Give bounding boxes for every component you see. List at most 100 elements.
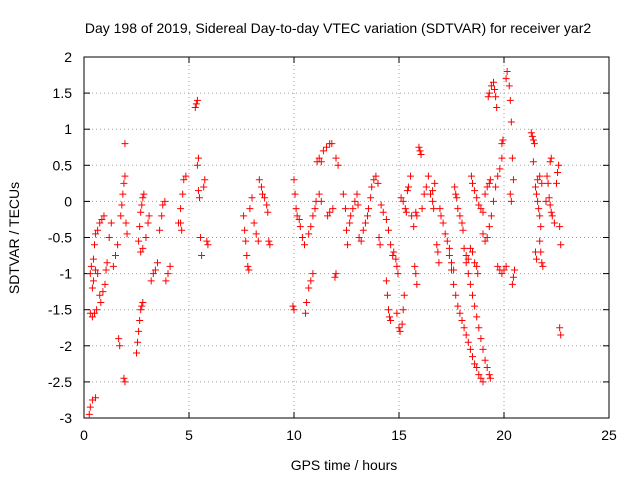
data-point [317, 158, 325, 166]
data-point [100, 212, 108, 220]
data-point [198, 252, 206, 260]
data-point [136, 223, 144, 231]
data-point [481, 237, 489, 245]
data-point [533, 190, 541, 198]
data-point [475, 324, 483, 332]
data-point [315, 154, 323, 162]
data-point [483, 363, 491, 371]
data-point [244, 262, 252, 270]
data-point [451, 183, 459, 191]
data-point [528, 132, 536, 140]
data-point [242, 237, 250, 245]
y-tick-label: -2.5 [48, 374, 72, 390]
data-point [114, 241, 122, 249]
data-point [492, 93, 500, 101]
data-point [344, 241, 352, 249]
data-point [471, 360, 479, 368]
data-point [139, 194, 147, 202]
data-point [436, 205, 444, 213]
x-tick-label: 0 [80, 427, 88, 443]
data-point [349, 205, 357, 213]
data-point [138, 201, 146, 209]
data-point [245, 266, 253, 274]
data-point [377, 201, 385, 209]
data-point [474, 270, 482, 278]
data-point [469, 353, 476, 361]
data-point [293, 212, 301, 220]
data-point [508, 280, 516, 288]
y-tick-label: 0.5 [53, 157, 73, 173]
data-point [424, 172, 432, 180]
data-point [374, 179, 382, 187]
data-point [357, 237, 365, 245]
data-point [121, 140, 129, 148]
data-point [93, 306, 101, 314]
plot-frame [83, 56, 610, 419]
data-point [496, 165, 504, 173]
data-point [87, 262, 95, 270]
data-point [133, 349, 140, 357]
data-point [365, 205, 373, 213]
data-point [390, 248, 398, 256]
data-point [469, 291, 476, 299]
data-point [137, 248, 145, 256]
data-point [538, 259, 546, 267]
data-point [332, 154, 340, 162]
data-point [462, 259, 470, 267]
data-point [469, 248, 476, 256]
data-point [147, 277, 155, 285]
data-point [393, 309, 401, 317]
data-point [448, 259, 455, 267]
data-point [431, 179, 439, 187]
data-point [383, 291, 391, 299]
data-point [464, 270, 472, 278]
data-point [485, 371, 493, 379]
data-point [397, 194, 405, 202]
data-point [509, 176, 517, 184]
data-point [298, 234, 306, 241]
data-point [92, 266, 100, 274]
data-point [454, 205, 462, 213]
data-point [259, 190, 266, 198]
data-point [490, 197, 497, 205]
data-point [203, 237, 211, 245]
data-point [166, 262, 174, 270]
data-point [292, 205, 300, 213]
data-point [464, 338, 472, 346]
data-point [102, 266, 110, 274]
data-point [498, 270, 506, 278]
x-tick-label: 10 [286, 427, 302, 443]
data-point [252, 230, 260, 238]
data-point [317, 197, 325, 205]
y-tick-label: 1.5 [53, 85, 73, 101]
data-point [437, 212, 445, 220]
data-point [122, 219, 130, 227]
data-point [123, 230, 131, 238]
data-point [458, 317, 466, 325]
x-axis-ticks: 0 5 10 15 20 25 [80, 57, 617, 443]
data-point [112, 252, 119, 260]
data-point [324, 212, 332, 220]
x-tick-label: 15 [391, 427, 407, 443]
data-point [483, 234, 491, 241]
y-tick-label: 0 [64, 193, 72, 209]
data-point [117, 212, 125, 220]
data-point [334, 161, 342, 169]
data-point [264, 208, 272, 216]
data-point [404, 183, 412, 191]
data-point [177, 219, 185, 227]
data-point [303, 298, 311, 306]
data-point [351, 197, 359, 205]
data-point [439, 219, 447, 227]
data-point [479, 208, 487, 216]
data-point [307, 223, 315, 231]
data-point [462, 331, 470, 339]
data-point [361, 219, 369, 227]
data-point [339, 190, 347, 198]
data-point [498, 140, 506, 148]
data-point [429, 197, 437, 205]
data-point [319, 147, 327, 155]
data-point [291, 190, 299, 198]
data-point [486, 176, 494, 184]
data-point [241, 226, 249, 234]
